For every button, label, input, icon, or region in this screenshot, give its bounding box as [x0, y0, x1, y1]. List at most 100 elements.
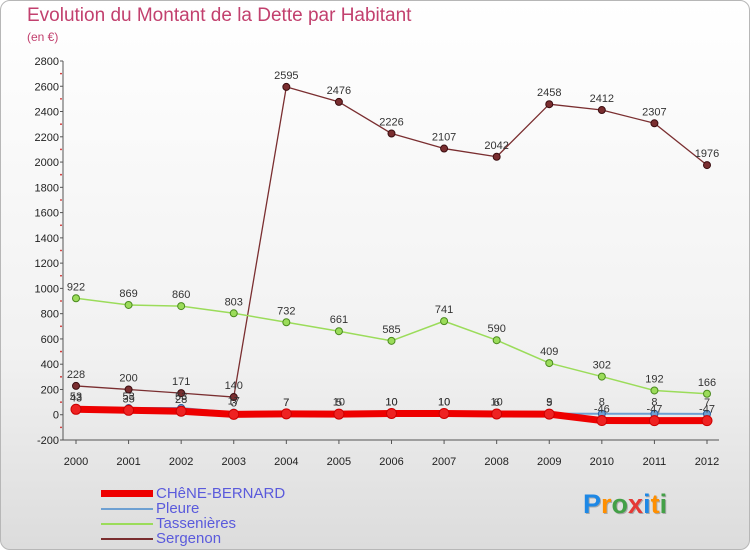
- legend-label: CHêNE-BERNARD: [156, 485, 286, 502]
- data-label: 590: [487, 323, 505, 335]
- y-tick-label: 1000: [35, 283, 59, 295]
- data-point: [545, 359, 554, 368]
- legend-swatch: [101, 538, 153, 540]
- data-point: [124, 300, 133, 309]
- y-tick-label: -200: [37, 435, 59, 447]
- y-minor-tick: [60, 173, 62, 176]
- data-point: [650, 386, 659, 395]
- data-label: 166: [698, 377, 716, 389]
- data-label: 192: [645, 373, 663, 385]
- x-tick-label: 2011: [643, 456, 667, 468]
- data-point: [228, 408, 240, 420]
- data-label: 860: [172, 289, 190, 301]
- data-label: 10: [385, 396, 397, 408]
- data-label: 140: [225, 380, 243, 392]
- chart-title: Evolution du Montant de la Dette par Hab…: [27, 5, 412, 26]
- y-tick-label: 600: [41, 334, 59, 346]
- data-point: [175, 405, 187, 417]
- data-label: 661: [330, 314, 348, 326]
- legend-label: Sergenon: [156, 530, 222, 547]
- data-point: [543, 408, 555, 420]
- y-tick-label: 2000: [35, 157, 59, 169]
- data-label: 10: [438, 396, 450, 408]
- x-tick-label: 2009: [537, 456, 561, 468]
- data-label: 3: [231, 397, 237, 409]
- data-label: 2595: [274, 70, 298, 82]
- data-point: [334, 97, 343, 106]
- data-point: [177, 302, 186, 311]
- data-label: 8: [599, 397, 605, 409]
- data-point: [282, 318, 291, 327]
- legend-swatch: [101, 490, 153, 497]
- y-minor-tick: [60, 375, 62, 378]
- y-tick-label: 1200: [35, 258, 59, 270]
- y-tick-label: 200: [41, 384, 59, 396]
- series-2: [72, 294, 711, 398]
- y-minor-tick: [60, 401, 62, 403]
- y-tick-label: 1800: [35, 182, 59, 194]
- logo-letter: r: [601, 489, 612, 519]
- data-label: -47: [699, 404, 715, 416]
- y-tick-label: 400: [41, 359, 59, 371]
- data-label: 922: [67, 281, 85, 293]
- data-label: 5: [336, 397, 342, 409]
- series-3: [72, 82, 711, 402]
- data-point: [70, 403, 82, 415]
- data-label: 2412: [590, 93, 614, 105]
- data-label: 2476: [327, 85, 351, 97]
- y-minor-tick: [60, 274, 62, 277]
- data-label: 10: [438, 396, 450, 408]
- y-tick-label: 2800: [35, 56, 59, 68]
- data-point: [596, 415, 608, 427]
- data-label: 869: [119, 288, 137, 300]
- logo-letter: o: [611, 489, 629, 519]
- data-point: [177, 389, 186, 398]
- data-point: [334, 327, 343, 336]
- data-point: [492, 336, 501, 345]
- data-point: [438, 407, 450, 419]
- data-label: -47: [646, 404, 662, 416]
- x-tick-label: 2002: [169, 456, 193, 468]
- y-minor-tick: [60, 350, 62, 353]
- legend-swatch: [101, 523, 153, 525]
- data-label: 28: [175, 394, 187, 406]
- data-point: [72, 294, 80, 303]
- y-tick-label: 2400: [35, 107, 59, 119]
- y-minor-tick: [60, 426, 62, 429]
- data-label: 409: [540, 346, 558, 358]
- data-point: [440, 317, 449, 326]
- data-point: [701, 415, 713, 427]
- y-tick-label: 1600: [35, 208, 59, 220]
- data-label: 7: [283, 397, 289, 409]
- y-minor-tick: [60, 98, 62, 100]
- data-label: 35: [122, 393, 134, 405]
- data-point: [648, 415, 660, 427]
- data-label: 732: [277, 305, 295, 317]
- y-minor-tick: [60, 300, 62, 302]
- y-minor-tick: [60, 72, 62, 75]
- data-point: [703, 161, 711, 170]
- data-point: [280, 408, 292, 420]
- data-label: 43: [70, 392, 82, 404]
- logo-letter: P: [583, 489, 602, 519]
- data-label: 10: [385, 396, 397, 408]
- series-line: [75, 297, 708, 395]
- data-point: [597, 372, 606, 381]
- data-label: 1976: [695, 148, 719, 160]
- y-minor-tick: [60, 249, 62, 252]
- data-label: 803: [225, 296, 243, 308]
- y-tick-label: 2200: [35, 132, 59, 144]
- legend-swatch: [101, 508, 153, 510]
- data-point: [440, 144, 449, 153]
- proxiti-logo: Proxiti: [583, 489, 667, 520]
- data-label: 10: [333, 396, 345, 408]
- logo-letter: i: [659, 489, 668, 519]
- data-label: 228: [67, 369, 85, 381]
- chart-subtitle: (en €): [27, 30, 59, 44]
- data-point: [124, 385, 133, 394]
- data-label: 2042: [484, 140, 508, 152]
- data-label: 2307: [642, 106, 666, 118]
- data-label: 2226: [379, 117, 403, 129]
- x-tick-label: 2008: [484, 456, 508, 468]
